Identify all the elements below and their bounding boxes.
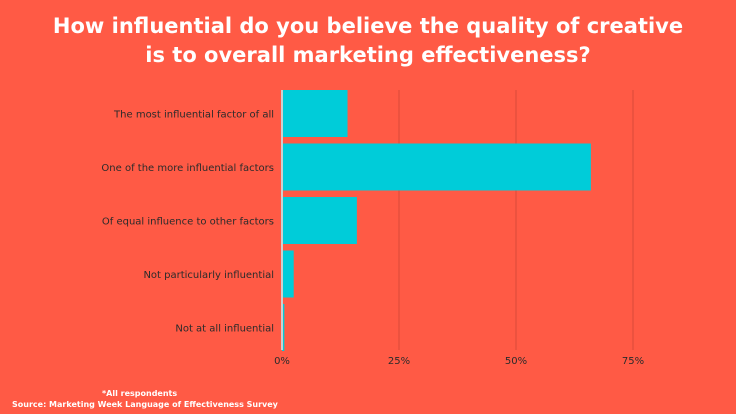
x-tick-label-3: 75% <box>622 356 644 367</box>
chart-title-line-2: is to overall marketing effectiveness? <box>145 43 591 67</box>
x-tick-label-2: 50% <box>505 356 527 367</box>
bar-4 <box>282 304 285 351</box>
category-label-0: The most influential factor of all <box>113 110 274 121</box>
x-tick-label-1: 25% <box>388 356 410 367</box>
chart-title: How influential do you believe the quali… <box>0 12 736 70</box>
bar-2 <box>282 197 357 244</box>
category-label-1: One of the more influential factors <box>101 163 274 174</box>
source-note: Source: Marketing Week Language of Effec… <box>12 400 278 409</box>
category-label-4: Not at all influential <box>175 324 274 335</box>
chart-title-line-1: How influential do you believe the quali… <box>52 14 684 38</box>
respondents-note: *All respondents <box>102 389 178 398</box>
bar-3 <box>282 250 294 298</box>
bar-1 <box>282 143 591 191</box>
footnote: *All respondents Source: Marketing Week … <box>12 388 278 410</box>
bar-0 <box>282 90 348 137</box>
category-label-2: Of equal influence to other factors <box>102 217 274 228</box>
category-label-3: Not particularly influential <box>143 270 274 281</box>
x-tick-label-0: 0% <box>274 356 290 367</box>
